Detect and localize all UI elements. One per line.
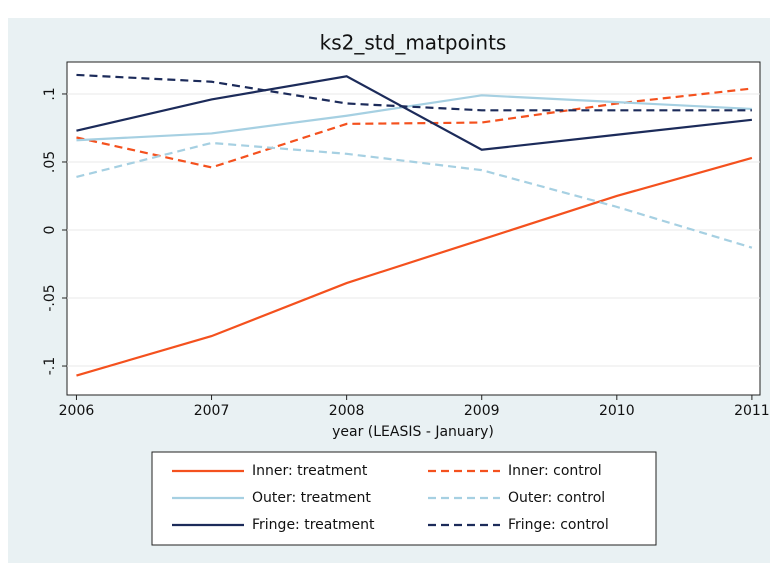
x-axis-label: year (LEASIS - January) bbox=[332, 424, 494, 440]
chart-title: ks2_std_matpoints bbox=[320, 31, 507, 55]
legend-label: Inner: treatment bbox=[252, 463, 368, 479]
series-line bbox=[76, 87, 753, 169]
series-line bbox=[76, 141, 753, 249]
x-tick-label: 2009 bbox=[464, 403, 500, 419]
x-tick-label: 2006 bbox=[59, 403, 95, 419]
x-tick-label: 2010 bbox=[599, 403, 635, 419]
x-tick-label: 2011 bbox=[734, 403, 770, 419]
series-line bbox=[76, 73, 752, 112]
x-tick-label: 2008 bbox=[329, 403, 365, 419]
y-tick-label: 0 bbox=[42, 226, 58, 235]
series-line bbox=[76, 156, 753, 377]
y-tick-label: -.1 bbox=[42, 357, 58, 375]
series-line bbox=[76, 94, 752, 142]
legend-label: Inner: control bbox=[508, 463, 602, 479]
y-tick-label: -.05 bbox=[42, 284, 58, 311]
y-tick-label: .05 bbox=[42, 151, 58, 173]
legend-label: Outer: control bbox=[508, 490, 605, 506]
x-tick-label: 2007 bbox=[194, 403, 230, 419]
plot-region bbox=[66, 61, 761, 396]
legend-label: Fringe: treatment bbox=[252, 517, 375, 533]
y-tick-label: .1 bbox=[42, 87, 58, 100]
legend-label: Outer: treatment bbox=[252, 490, 371, 506]
series-line bbox=[76, 75, 753, 151]
legend-label: Fringe: control bbox=[508, 517, 609, 533]
